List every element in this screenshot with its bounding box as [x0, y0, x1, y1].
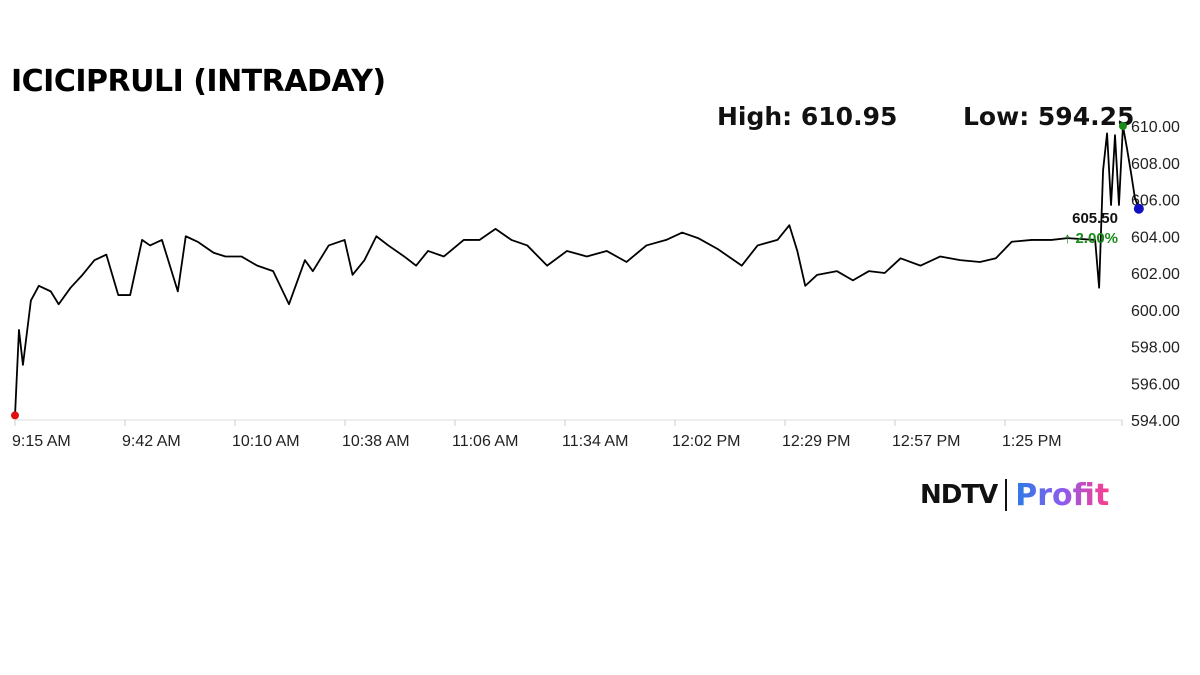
y-tick-label: 604.00: [1131, 229, 1180, 246]
x-tick-label: 10:38 AM: [342, 433, 410, 450]
x-tick-label: 1:25 PM: [1002, 433, 1062, 450]
y-tick-label: 602.00: [1131, 266, 1180, 283]
logo-divider: [1005, 479, 1008, 511]
y-tick-label: 598.00: [1131, 340, 1180, 357]
last-price-marker: [1133, 203, 1144, 214]
x-tick-label: 11:34 AM: [562, 433, 628, 450]
high-marker: [1118, 122, 1127, 130]
last-price-label: 605.50: [1072, 210, 1118, 227]
y-tick-label: 596.00: [1131, 376, 1180, 393]
y-tick-label: 600.00: [1131, 303, 1180, 320]
x-tick-label: 11:06 AM: [452, 433, 518, 450]
high-label: High: 610.95: [717, 102, 898, 131]
y-tick-label: 594.00: [1131, 413, 1180, 430]
x-tick-label: 9:42 AM: [122, 433, 181, 450]
x-tick-label: 9:15 AM: [12, 433, 71, 450]
ndtv-profit-logo: NDTV Profit: [920, 477, 1110, 513]
chart-title: ICICIPRULI (INTRADAY): [11, 64, 386, 99]
low-marker: [11, 411, 19, 420]
y-tick-label: 606.00: [1131, 193, 1180, 210]
y-tick-label: 608.00: [1131, 156, 1180, 173]
y-tick-label: 610.00: [1131, 119, 1180, 136]
x-tick-label: 12:29 PM: [782, 433, 850, 450]
logo-profit: Profit: [1015, 477, 1110, 513]
logo-ndtv: NDTV: [920, 480, 998, 510]
low-label: Low: 594.25: [963, 102, 1135, 131]
change-label: ↑ 2.00%: [1064, 230, 1118, 247]
price-line: [14, 125, 1140, 416]
x-tick-label: 10:10 AM: [232, 433, 300, 450]
x-tick-label: 12:02 PM: [672, 433, 740, 450]
x-tick-label: 12:57 PM: [892, 433, 960, 450]
